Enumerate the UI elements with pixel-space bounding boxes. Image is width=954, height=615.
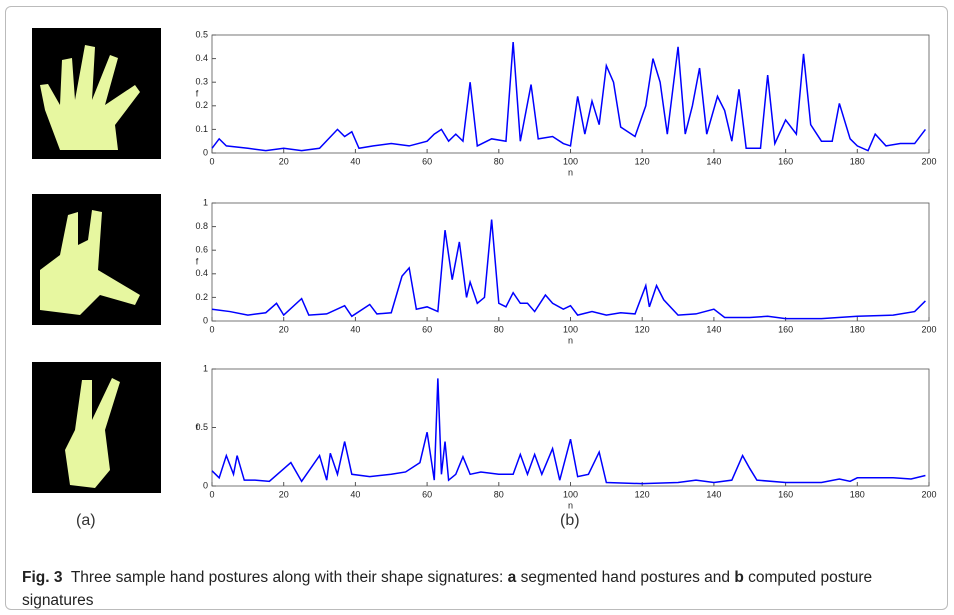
x-tick-label: 60 bbox=[422, 489, 432, 499]
x-tick-label: 0 bbox=[209, 489, 214, 499]
hand-shape bbox=[65, 378, 120, 488]
x-tick-label: 200 bbox=[921, 489, 936, 499]
y-axis-label: f bbox=[196, 422, 199, 432]
hand-images bbox=[32, 28, 161, 493]
x-axis-label: n bbox=[568, 335, 573, 345]
y-axis-label: f bbox=[196, 256, 199, 266]
x-tick-label: 140 bbox=[706, 324, 721, 334]
x-tick-label: 0 bbox=[209, 324, 214, 334]
x-tick-label: 100 bbox=[563, 489, 578, 499]
x-tick-label: 100 bbox=[563, 324, 578, 334]
y-tick-label: 1 bbox=[203, 363, 208, 373]
panel-label: (b) bbox=[560, 512, 580, 529]
y-tick-label: 0.6 bbox=[195, 245, 208, 255]
x-tick-label: 160 bbox=[778, 324, 793, 334]
x-tick-label: 120 bbox=[635, 489, 650, 499]
caption: Fig. 3 Three sample hand postures along … bbox=[22, 566, 922, 612]
y-tick-label: 0 bbox=[203, 147, 208, 157]
x-tick-label: 20 bbox=[279, 489, 289, 499]
x-tick-label: 160 bbox=[778, 489, 793, 499]
charts: 0 20 40 60 80 100 120 140 160 180 20000.10.20.30.4… bbox=[195, 29, 936, 510]
caption-text: segmented hand postures and bbox=[516, 569, 735, 586]
y-axis-label: f bbox=[196, 88, 199, 98]
signature-line bbox=[211, 42, 927, 152]
x-tick-label: 0 bbox=[209, 156, 214, 166]
x-tick-label: 100 bbox=[563, 156, 578, 166]
y-tick-label: 0.2 bbox=[195, 100, 208, 110]
x-tick-label: 40 bbox=[350, 324, 360, 334]
x-tick-label: 80 bbox=[494, 324, 504, 334]
plot-frame bbox=[211, 34, 930, 154]
x-tick-label: 180 bbox=[850, 156, 865, 166]
x-axis-label: n bbox=[568, 167, 573, 177]
caption-text: a bbox=[507, 569, 517, 586]
hand-shape bbox=[40, 45, 140, 150]
x-tick-label: 80 bbox=[494, 156, 504, 166]
panel-label: (a) bbox=[76, 512, 96, 529]
y-tick-label: 0.5 bbox=[195, 29, 208, 39]
x-tick-label: 40 bbox=[350, 156, 360, 166]
caption-text: Three sample hand postures along with th… bbox=[70, 569, 508, 586]
figure-frame bbox=[5, 6, 948, 610]
x-tick-label: 40 bbox=[350, 489, 360, 499]
x-tick-label: 140 bbox=[706, 489, 721, 499]
y-tick-label: 0 bbox=[203, 315, 208, 325]
x-tick-label: 180 bbox=[850, 489, 865, 499]
x-tick-label: 180 bbox=[850, 324, 865, 334]
caption-text: computed posture signatures bbox=[22, 569, 873, 609]
x-tick-label: 20 bbox=[279, 156, 289, 166]
x-tick-label: 120 bbox=[635, 156, 650, 166]
plot-frame bbox=[211, 368, 930, 487]
x-tick-label: 200 bbox=[921, 156, 936, 166]
signature-line bbox=[211, 219, 926, 320]
signature-line bbox=[211, 378, 926, 485]
plot-frame bbox=[211, 202, 930, 322]
y-tick-label: 0.8 bbox=[195, 221, 208, 231]
y-tick-label: 1 bbox=[203, 197, 208, 207]
x-tick-label: 20 bbox=[279, 324, 289, 334]
y-tick-label: 0.4 bbox=[195, 53, 208, 63]
y-tick-label: 0.4 bbox=[195, 268, 208, 278]
x-tick-label: 80 bbox=[494, 489, 504, 499]
x-tick-label: 140 bbox=[706, 156, 721, 166]
y-tick-label: 0 bbox=[203, 480, 208, 490]
y-tick-label: 0.5 bbox=[195, 422, 208, 432]
y-tick-label: 0.2 bbox=[195, 292, 208, 302]
y-tick-label: 0.1 bbox=[195, 124, 208, 134]
x-tick-label: 120 bbox=[635, 324, 650, 334]
hand-shape bbox=[40, 210, 140, 315]
caption-label: Fig. 3 bbox=[22, 569, 63, 586]
x-tick-label: 160 bbox=[778, 156, 793, 166]
x-tick-label: 200 bbox=[921, 324, 936, 334]
x-axis-label: n bbox=[568, 500, 573, 510]
x-tick-label: 60 bbox=[422, 324, 432, 334]
y-tick-label: 0.3 bbox=[195, 77, 208, 87]
caption-text: b bbox=[734, 569, 744, 586]
x-tick-label: 60 bbox=[422, 156, 432, 166]
